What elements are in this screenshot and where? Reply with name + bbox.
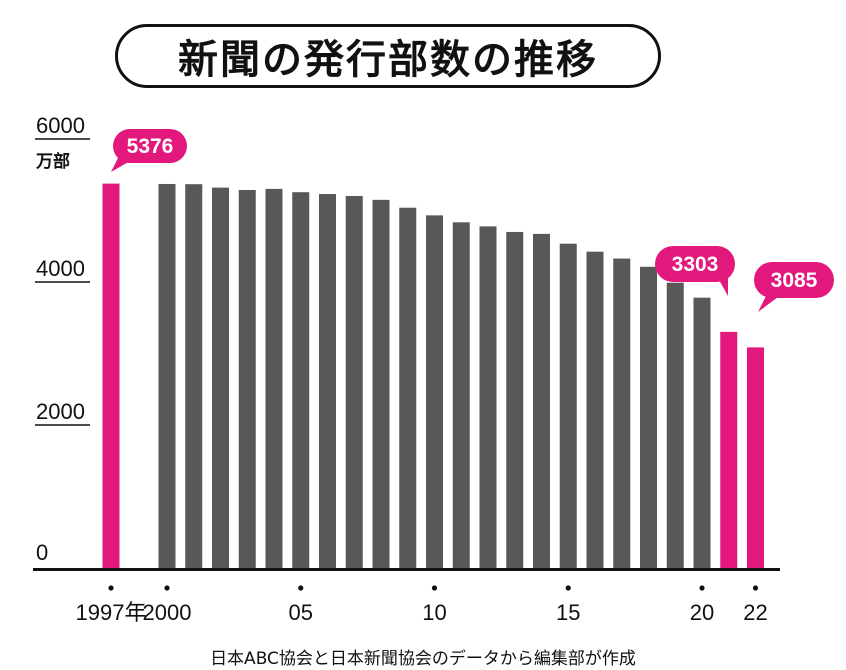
callout-bubble-1997	[113, 129, 187, 163]
x-tick-dot	[431, 585, 438, 591]
x-tick-dot	[699, 585, 705, 591]
x-tick-dot	[164, 585, 170, 591]
bar-2006	[319, 193, 336, 568]
bar-2022	[747, 347, 764, 568]
bar-2000	[158, 183, 176, 568]
x-tick-dot	[565, 585, 571, 591]
chart-title: 新聞の発行部数の推移	[115, 24, 661, 88]
x-tick-label: 2000	[143, 600, 192, 625]
bar-2002	[212, 187, 229, 568]
x-tick-dot	[108, 585, 114, 591]
bar-2015	[559, 243, 577, 568]
x-tick-label: 22	[743, 600, 767, 625]
x-tick-label: 05	[289, 600, 313, 625]
bar-2005	[292, 192, 310, 569]
callout-label-2021: 3303	[672, 253, 719, 276]
source-note: 日本ABC協会と日本新聞協会のデータから編集部が作成	[210, 649, 636, 669]
x-tick-dot	[298, 585, 304, 591]
callout-bubble-2022	[754, 262, 834, 298]
bar-2016	[586, 251, 604, 568]
bar-2017	[613, 258, 631, 568]
y-tick-label: 0	[36, 540, 48, 565]
bar-2010	[426, 215, 443, 568]
callout-bubble-2021	[655, 246, 735, 282]
bar-2021	[720, 331, 738, 568]
bar-2009	[399, 207, 417, 569]
x-tick-label: 1997年	[76, 600, 147, 625]
bar-1997	[102, 183, 120, 568]
bar-2011	[452, 222, 470, 569]
callout-label-1997: 5376	[127, 135, 174, 158]
bar-2012	[479, 226, 497, 569]
callout-label-2022: 3085	[771, 269, 818, 292]
bar-2001	[185, 184, 203, 569]
bar-2004	[265, 188, 283, 569]
bar-2020	[693, 297, 711, 568]
bar-2007	[345, 195, 363, 568]
bar-2003	[238, 189, 256, 569]
bar-2014	[533, 233, 550, 568]
y-tick-label: 6000	[36, 113, 85, 138]
y-tick-label: 4000	[36, 256, 85, 281]
bar-2018	[640, 266, 657, 568]
x-tick-label: 15	[556, 600, 580, 625]
bar-2019	[666, 282, 684, 568]
x-tick-label: 10	[422, 600, 446, 625]
x-tick-dot	[752, 585, 759, 591]
bar-2013	[506, 231, 524, 568]
y-tick-label: 2000	[36, 399, 85, 424]
bar-2008	[372, 199, 390, 568]
y-unit-label: 万部	[36, 152, 70, 172]
x-tick-label: 20	[690, 600, 714, 625]
